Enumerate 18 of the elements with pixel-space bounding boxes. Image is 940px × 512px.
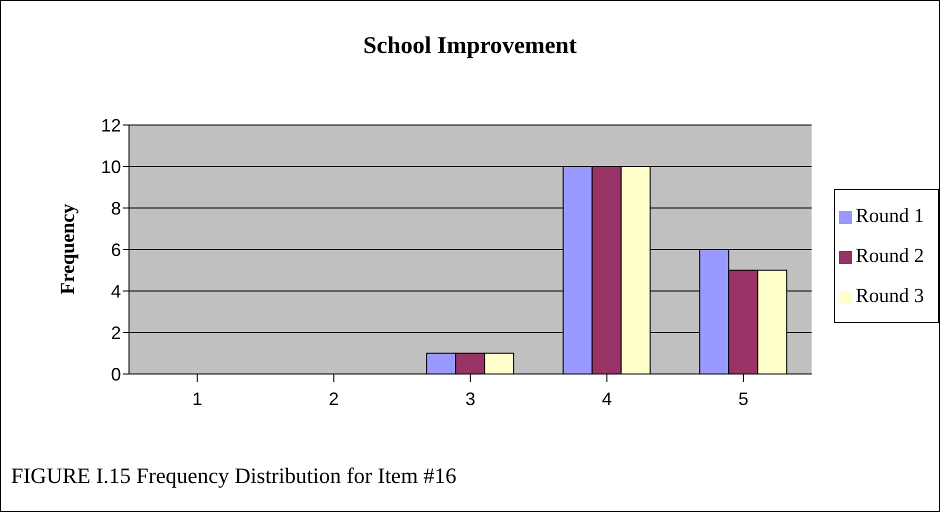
x-tick-label: 3 (465, 388, 476, 409)
y-tick-label: 8 (110, 198, 121, 218)
x-tick-label: 5 (738, 388, 748, 409)
legend-label: Round 2 (856, 245, 924, 267)
legend-label: Round 1 (856, 205, 924, 227)
y-tick-label: 2 (110, 322, 121, 343)
x-tick-label: 1 (192, 388, 202, 409)
y-tick-label: 12 (100, 115, 121, 136)
y-tick-label: 0 (110, 364, 121, 384)
y-tick-label: 6 (110, 240, 121, 260)
x-tick-label: 2 (328, 388, 339, 409)
y-tick-label: 4 (110, 281, 121, 302)
y-tick-label: 10 (100, 156, 121, 177)
x-tick-label: 4 (602, 388, 612, 409)
text: FIGURE I.15 Frequency Distribution for Item #16 (11, 463, 456, 489)
legend-label: Round 3 (856, 285, 924, 307)
chart-title: School Improvement (362, 33, 578, 60)
y-axis-title: Frequency (57, 204, 80, 294)
